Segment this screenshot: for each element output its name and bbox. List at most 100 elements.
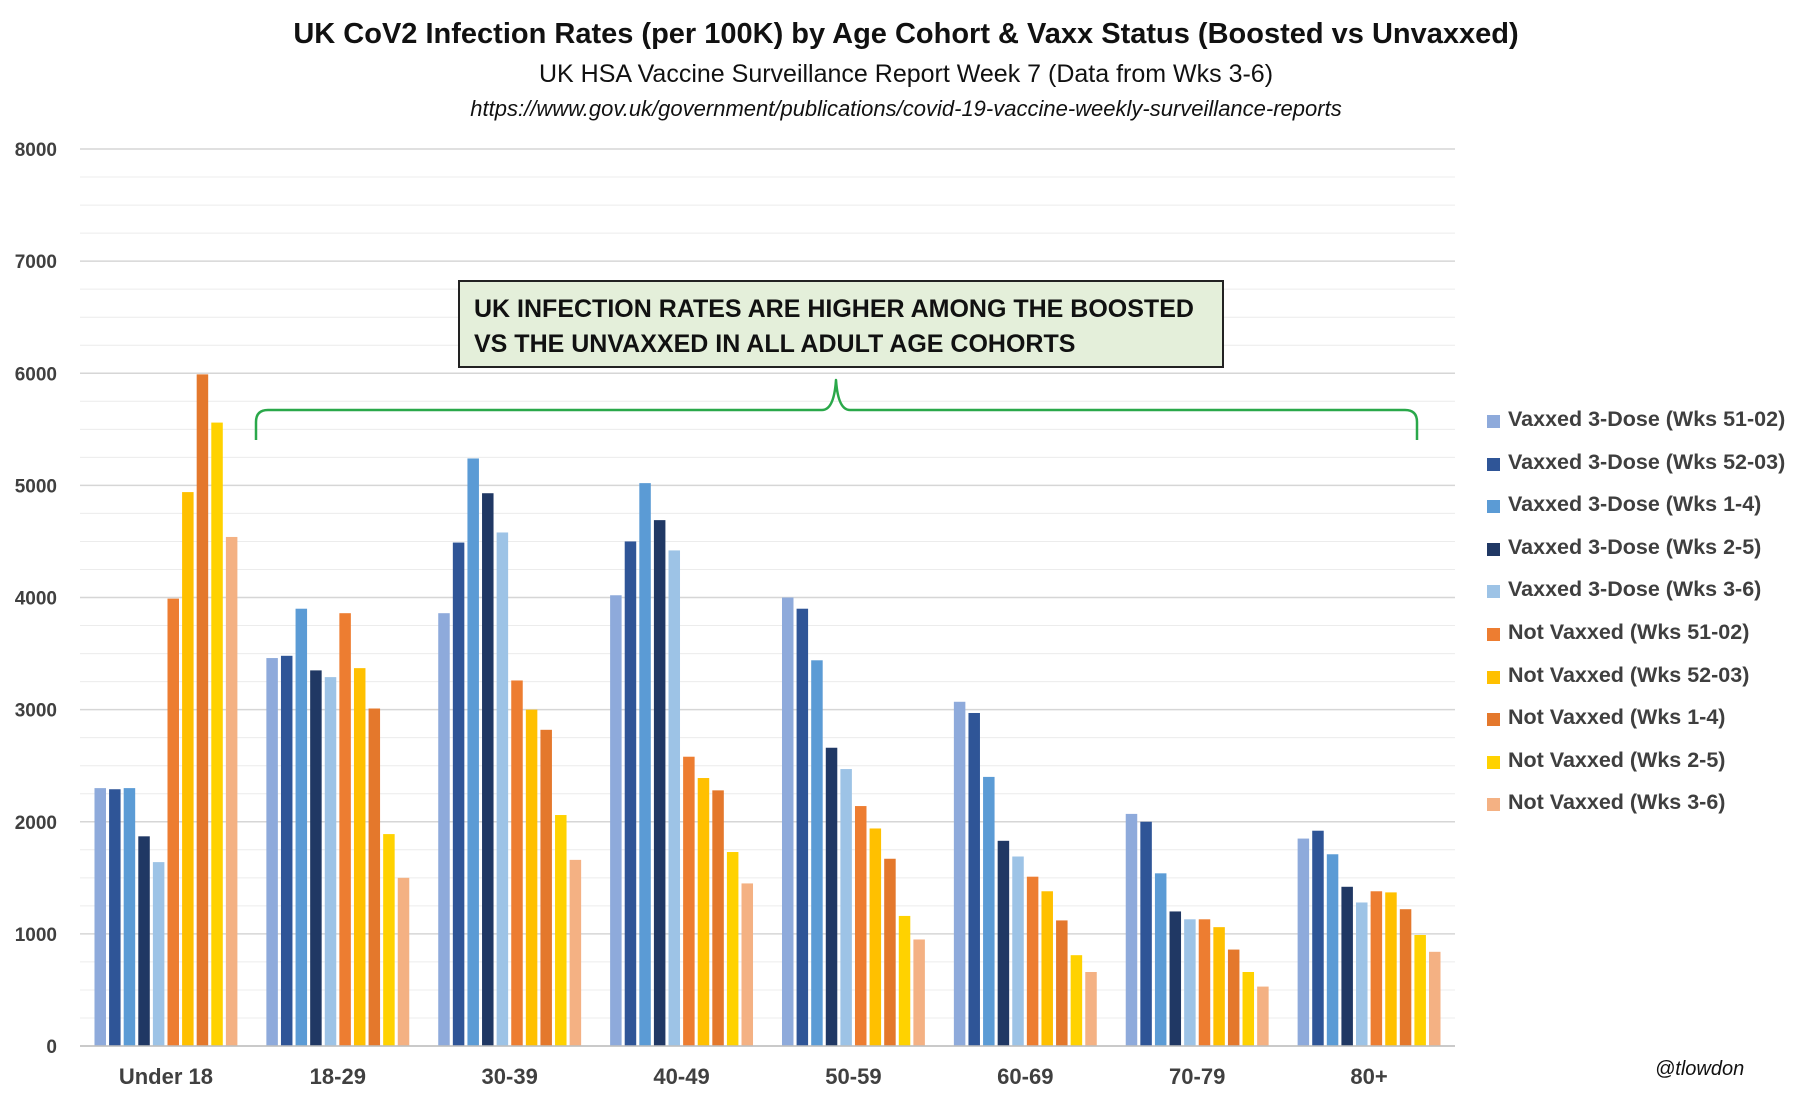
bar: [1056, 920, 1068, 1046]
x-tick-label: 40-49: [653, 1064, 709, 1089]
bar: [1140, 821, 1152, 1046]
bar: [525, 709, 538, 1046]
bar: [569, 859, 582, 1046]
bar: [811, 660, 823, 1046]
legend-label: Not Vaxxed (Wks 1-4): [1508, 705, 1726, 730]
bar: [496, 532, 509, 1046]
bar: [668, 550, 681, 1046]
bar: [211, 422, 223, 1047]
bar: [683, 756, 695, 1046]
bar: [1385, 892, 1397, 1046]
bar: [712, 790, 724, 1046]
legend-swatch: [1487, 798, 1500, 812]
bar: [825, 747, 838, 1046]
legend-label: Not Vaxxed (Wks 52-03): [1508, 662, 1750, 687]
y-tick-label: 7000: [15, 252, 57, 273]
legend-label: Vaxxed 3-Dose (Wks 51-02): [1508, 407, 1786, 431]
x-tick-label: Under 18: [119, 1064, 213, 1089]
bar: [1326, 854, 1339, 1046]
bar: [540, 729, 552, 1046]
bar: [1257, 986, 1269, 1046]
bar: [1227, 949, 1240, 1046]
legend-swatch: [1487, 713, 1500, 727]
bar: [196, 374, 209, 1047]
bar: [397, 877, 410, 1046]
legend-label: Not Vaxxed (Wks 51-02): [1508, 619, 1750, 644]
bar: [310, 670, 322, 1046]
x-tick-label: 70-79: [1169, 1064, 1225, 1089]
bar: [94, 788, 106, 1046]
bar: [1041, 891, 1053, 1046]
x-tick-label: 30-39: [482, 1064, 538, 1089]
legend-label: Vaxxed 3-Dose (Wks 3-6): [1508, 577, 1762, 602]
annotation-line: VS THE UNVAXXED IN ALL ADULT AGE COHORTS: [474, 330, 1076, 358]
y-tick-label: 1000: [15, 925, 57, 946]
bar: [1429, 951, 1441, 1046]
legend-label: Vaxxed 3-Dose (Wks 2-5): [1508, 534, 1762, 559]
bar: [726, 852, 739, 1046]
y-tick-label: 0: [46, 1037, 57, 1058]
bar: [1297, 838, 1310, 1046]
bar: [983, 776, 995, 1046]
bar: [997, 840, 1010, 1046]
bar: [511, 680, 523, 1046]
bar: [639, 483, 651, 1046]
bar: [697, 778, 710, 1046]
bar: [840, 769, 852, 1046]
bar: [452, 542, 465, 1046]
bar: [898, 915, 911, 1046]
legend-swatch: [1487, 755, 1500, 769]
legend-swatch: [1487, 542, 1500, 556]
bar: [182, 492, 194, 1046]
bar: [1198, 919, 1211, 1046]
bar: [869, 828, 882, 1046]
bar: [482, 493, 494, 1046]
x-tick-label: 60-69: [997, 1064, 1053, 1089]
bar: [438, 613, 450, 1046]
bar: [1012, 856, 1024, 1046]
bar: [1312, 830, 1324, 1046]
y-tick-label: 4000: [15, 589, 57, 610]
bar: [1154, 873, 1167, 1046]
bar: [953, 701, 966, 1046]
bar: [467, 458, 479, 1047]
bar: [854, 806, 867, 1046]
bar: [295, 608, 308, 1046]
y-tick-label: 5000: [15, 476, 57, 497]
chart-subtitle: UK HSA Vaccine Surveillance Report Week …: [538, 60, 1274, 88]
x-tick-label: 80+: [1350, 1064, 1387, 1089]
bar: [1242, 971, 1255, 1046]
bar: [383, 834, 395, 1046]
bar: [339, 613, 351, 1046]
x-tick-label: 50-59: [825, 1064, 881, 1089]
bar: [1399, 909, 1412, 1046]
legend-label: Not Vaxxed (Wks 3-6): [1508, 790, 1726, 815]
bar: [280, 655, 293, 1046]
y-tick-label: 8000: [15, 140, 57, 161]
legend-swatch: [1487, 585, 1500, 599]
x-tick-label: 18-29: [310, 1064, 366, 1089]
bar: [1341, 886, 1353, 1046]
bar: [109, 789, 121, 1046]
legend-swatch: [1487, 627, 1500, 641]
bar: [353, 668, 366, 1046]
bar: [266, 658, 278, 1046]
bar: [152, 862, 165, 1046]
bar: [624, 541, 637, 1046]
bar: [167, 598, 179, 1046]
y-tick-label: 3000: [15, 701, 57, 722]
bar: [781, 597, 794, 1046]
bar: [741, 883, 754, 1046]
bar: [1213, 927, 1225, 1046]
annotation-line: UK INFECTION RATES ARE HIGHER AMONG THE …: [474, 295, 1194, 323]
bar: [555, 815, 567, 1046]
bar: [610, 595, 622, 1046]
bar: [1414, 934, 1426, 1046]
legend-label: Not Vaxxed (Wks 2-5): [1508, 747, 1726, 772]
bar: [1125, 813, 1138, 1046]
bar: [368, 708, 381, 1046]
bar: [1169, 911, 1182, 1046]
bar: [1370, 891, 1383, 1046]
